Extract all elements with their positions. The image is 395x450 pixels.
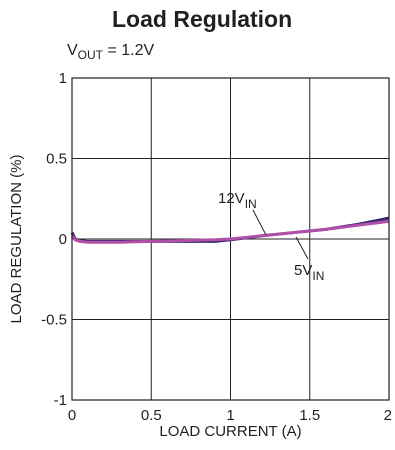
x-tick-label: 0 [68,407,76,424]
series-annotation-label: 12VIN [218,190,257,211]
plot-frame [71,77,390,401]
annotation-leader-line [252,209,267,236]
annotation-main: 12V [218,190,245,207]
y-tick-label: 1 [59,70,67,87]
x-tick-label: 0.5 [141,407,162,424]
x-axis-label: LOAD CURRENT (A) [159,423,301,440]
y-tick-label: -1 [54,392,67,409]
series-group [70,216,390,244]
annotation-subscript: IN [245,197,257,211]
chart-subtitle: VOUT = 1.2V [67,42,154,62]
subtitle-subscript: OUT [77,48,104,63]
y-tick-label: 0.5 [46,151,67,168]
x-tick-label: 1.5 [299,407,320,424]
series-line [70,219,390,244]
y-tick-label: 0 [59,231,67,248]
subtitle-prefix: V [67,42,78,59]
x-tick-label: 2 [384,407,392,424]
subtitle-suffix: = 1.2V [103,42,155,59]
y-axis-label: LOAD REGULATION (%) [8,155,25,324]
y-tick-label: -0.5 [41,312,67,329]
y-tick-labels: 1 0.5 0 -0.5 -1 [41,70,67,409]
chart-title: Load Regulation [112,6,293,32]
annotation-subscript: IN [312,269,324,283]
x-tick-label: 1 [226,407,234,424]
x-tick-labels: 0 0.5 1 1.5 2 [68,407,392,424]
annotation-main: 5V [294,262,312,279]
series-annotation-label: 5VIN [294,262,324,283]
annotation-leader-line [295,236,309,260]
